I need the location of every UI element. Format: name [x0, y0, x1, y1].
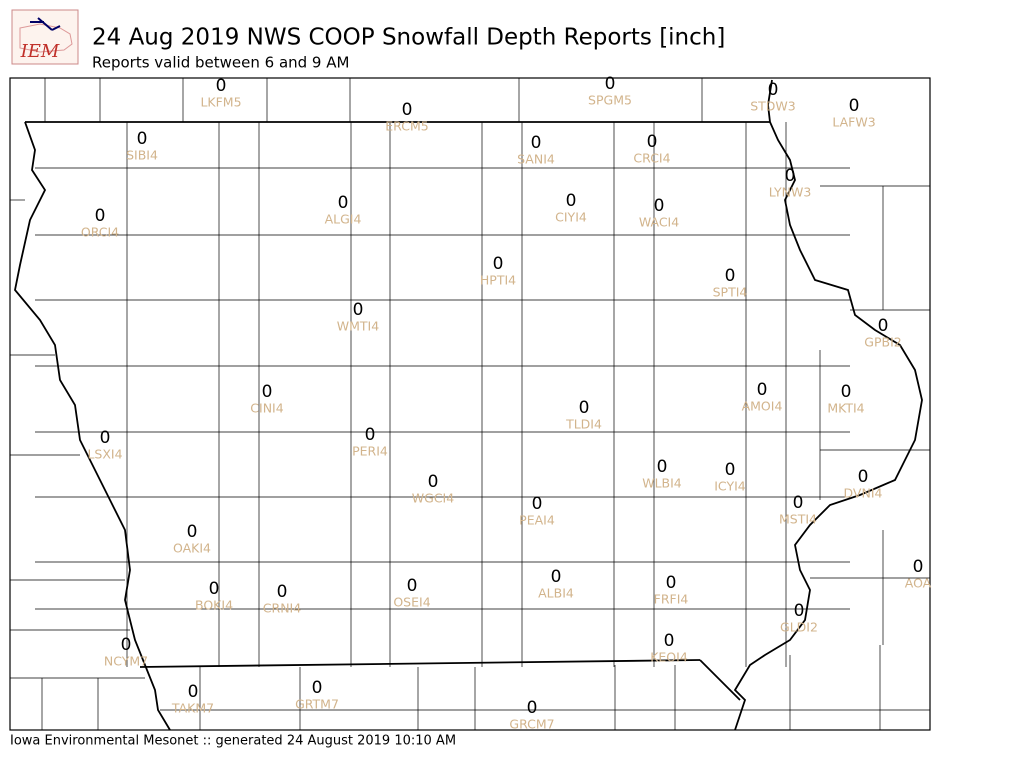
station-id: WLBI4	[642, 476, 682, 491]
station-value: 0	[654, 196, 665, 216]
station-id: MKTI4	[827, 401, 864, 416]
station-id: FRFI4	[654, 592, 689, 607]
station-id: LAFW3	[832, 115, 875, 130]
station-value: 0	[365, 425, 376, 445]
station-id: ALBI4	[538, 586, 574, 601]
station-value: 0	[428, 472, 439, 492]
station-value: 0	[858, 467, 869, 487]
station-value: 0	[188, 682, 199, 702]
station-value: 0	[527, 698, 538, 718]
station-value: 0	[216, 76, 227, 96]
station-id: WGCI4	[412, 491, 454, 506]
station-id: OAKI4	[173, 541, 211, 556]
station-id: GRTM7	[295, 697, 339, 712]
station-value: 0	[209, 579, 220, 599]
iowa-south-border	[139, 659, 701, 668]
station-value: 0	[566, 191, 577, 211]
station-value: 0	[532, 494, 543, 514]
station-value: 0	[794, 601, 805, 621]
logo-text: IEM	[20, 41, 60, 62]
station-value: 0	[121, 635, 132, 655]
station-value: 0	[137, 129, 148, 149]
station-id: SIBI4	[126, 148, 158, 163]
station-value: 0	[768, 80, 779, 100]
station-value: 0	[312, 678, 323, 698]
station-value: 0	[531, 133, 542, 153]
station-id: GPBI2	[864, 335, 901, 350]
station-id: ALGI4	[325, 212, 362, 227]
station-id: TAKM7	[171, 701, 214, 716]
station-id: WACI4	[639, 215, 679, 230]
station-id: CIYI4	[555, 210, 587, 225]
station-id: LYNW3	[769, 185, 812, 200]
logo: IEM	[11, 9, 79, 65]
station-value: 0	[841, 382, 852, 402]
station-id: TLDI4	[565, 417, 602, 432]
station-id: SANI4	[517, 152, 555, 167]
logo-icon	[30, 17, 61, 31]
station-value: 0	[878, 316, 889, 336]
station-id: CINI4	[250, 401, 283, 416]
station-id: SPGM5	[588, 93, 632, 108]
map-frame	[9, 77, 931, 731]
des-moines-river	[699, 659, 741, 701]
station-value: 0	[849, 96, 860, 116]
station-id: GLDI2	[780, 620, 818, 635]
station-value: 0	[187, 522, 198, 542]
station-value: 0	[407, 576, 418, 596]
station-value: 0	[95, 206, 106, 226]
station-id: LSXI4	[87, 447, 122, 462]
station-id: PEAI4	[519, 513, 555, 528]
station-value: 0	[262, 382, 273, 402]
station-value: 0	[493, 254, 504, 274]
station-id: KEOI4	[650, 650, 688, 665]
station-value: 0	[725, 460, 736, 480]
station-value: 0	[605, 74, 616, 94]
station-value: 0	[277, 582, 288, 602]
station-value: 0	[100, 428, 111, 448]
station-id: GRCM7	[509, 717, 554, 732]
station-id: MSTI4	[779, 512, 817, 527]
station-id: AMOI4	[742, 399, 783, 414]
station-value: 0	[657, 457, 668, 477]
station-value: 0	[353, 300, 364, 320]
station-id: CRNI4	[263, 601, 301, 616]
station-id: ORCI4	[81, 225, 119, 240]
map-subtitle: Reports valid between 6 and 9 AM	[92, 54, 349, 72]
basemap	[9, 77, 931, 731]
footer-text: Iowa Environmental Mesonet :: generated …	[10, 734, 456, 749]
station-value: 0	[793, 493, 804, 513]
station-id: LKFM5	[200, 95, 241, 110]
station-value: 0	[666, 573, 677, 593]
missouri-river	[14, 121, 171, 731]
station-value: 0	[338, 193, 349, 213]
station-id: SPTI4	[713, 285, 748, 300]
station-value: 0	[551, 567, 562, 587]
station-id: OSEI4	[393, 595, 430, 610]
station-value: 0	[647, 132, 658, 152]
station-id: CRCI4	[633, 151, 670, 166]
station-value: 0	[757, 380, 768, 400]
station-id: ICYI4	[714, 479, 746, 494]
station-id: PERI4	[352, 444, 388, 459]
station-id: HPTI4	[480, 273, 516, 288]
station-value: 0	[725, 266, 736, 286]
station-id: STDW3	[750, 99, 796, 114]
logo-box	[11, 9, 79, 65]
station-id: DVNI4	[844, 486, 883, 501]
station-value: 0	[579, 398, 590, 418]
station-id: ERCM5	[385, 119, 428, 134]
station-id: BOKI4	[195, 598, 233, 613]
station-value: 0	[913, 557, 924, 577]
station-value: 0	[785, 166, 796, 186]
station-id: AOA	[905, 576, 932, 591]
station-id: NCYM7	[104, 654, 148, 669]
station-value: 0	[402, 100, 413, 120]
station-value: 0	[664, 631, 675, 651]
station-id: WMTI4	[337, 319, 379, 334]
map-title: 24 Aug 2019 NWS COOP Snowfall Depth Repo…	[92, 25, 725, 51]
